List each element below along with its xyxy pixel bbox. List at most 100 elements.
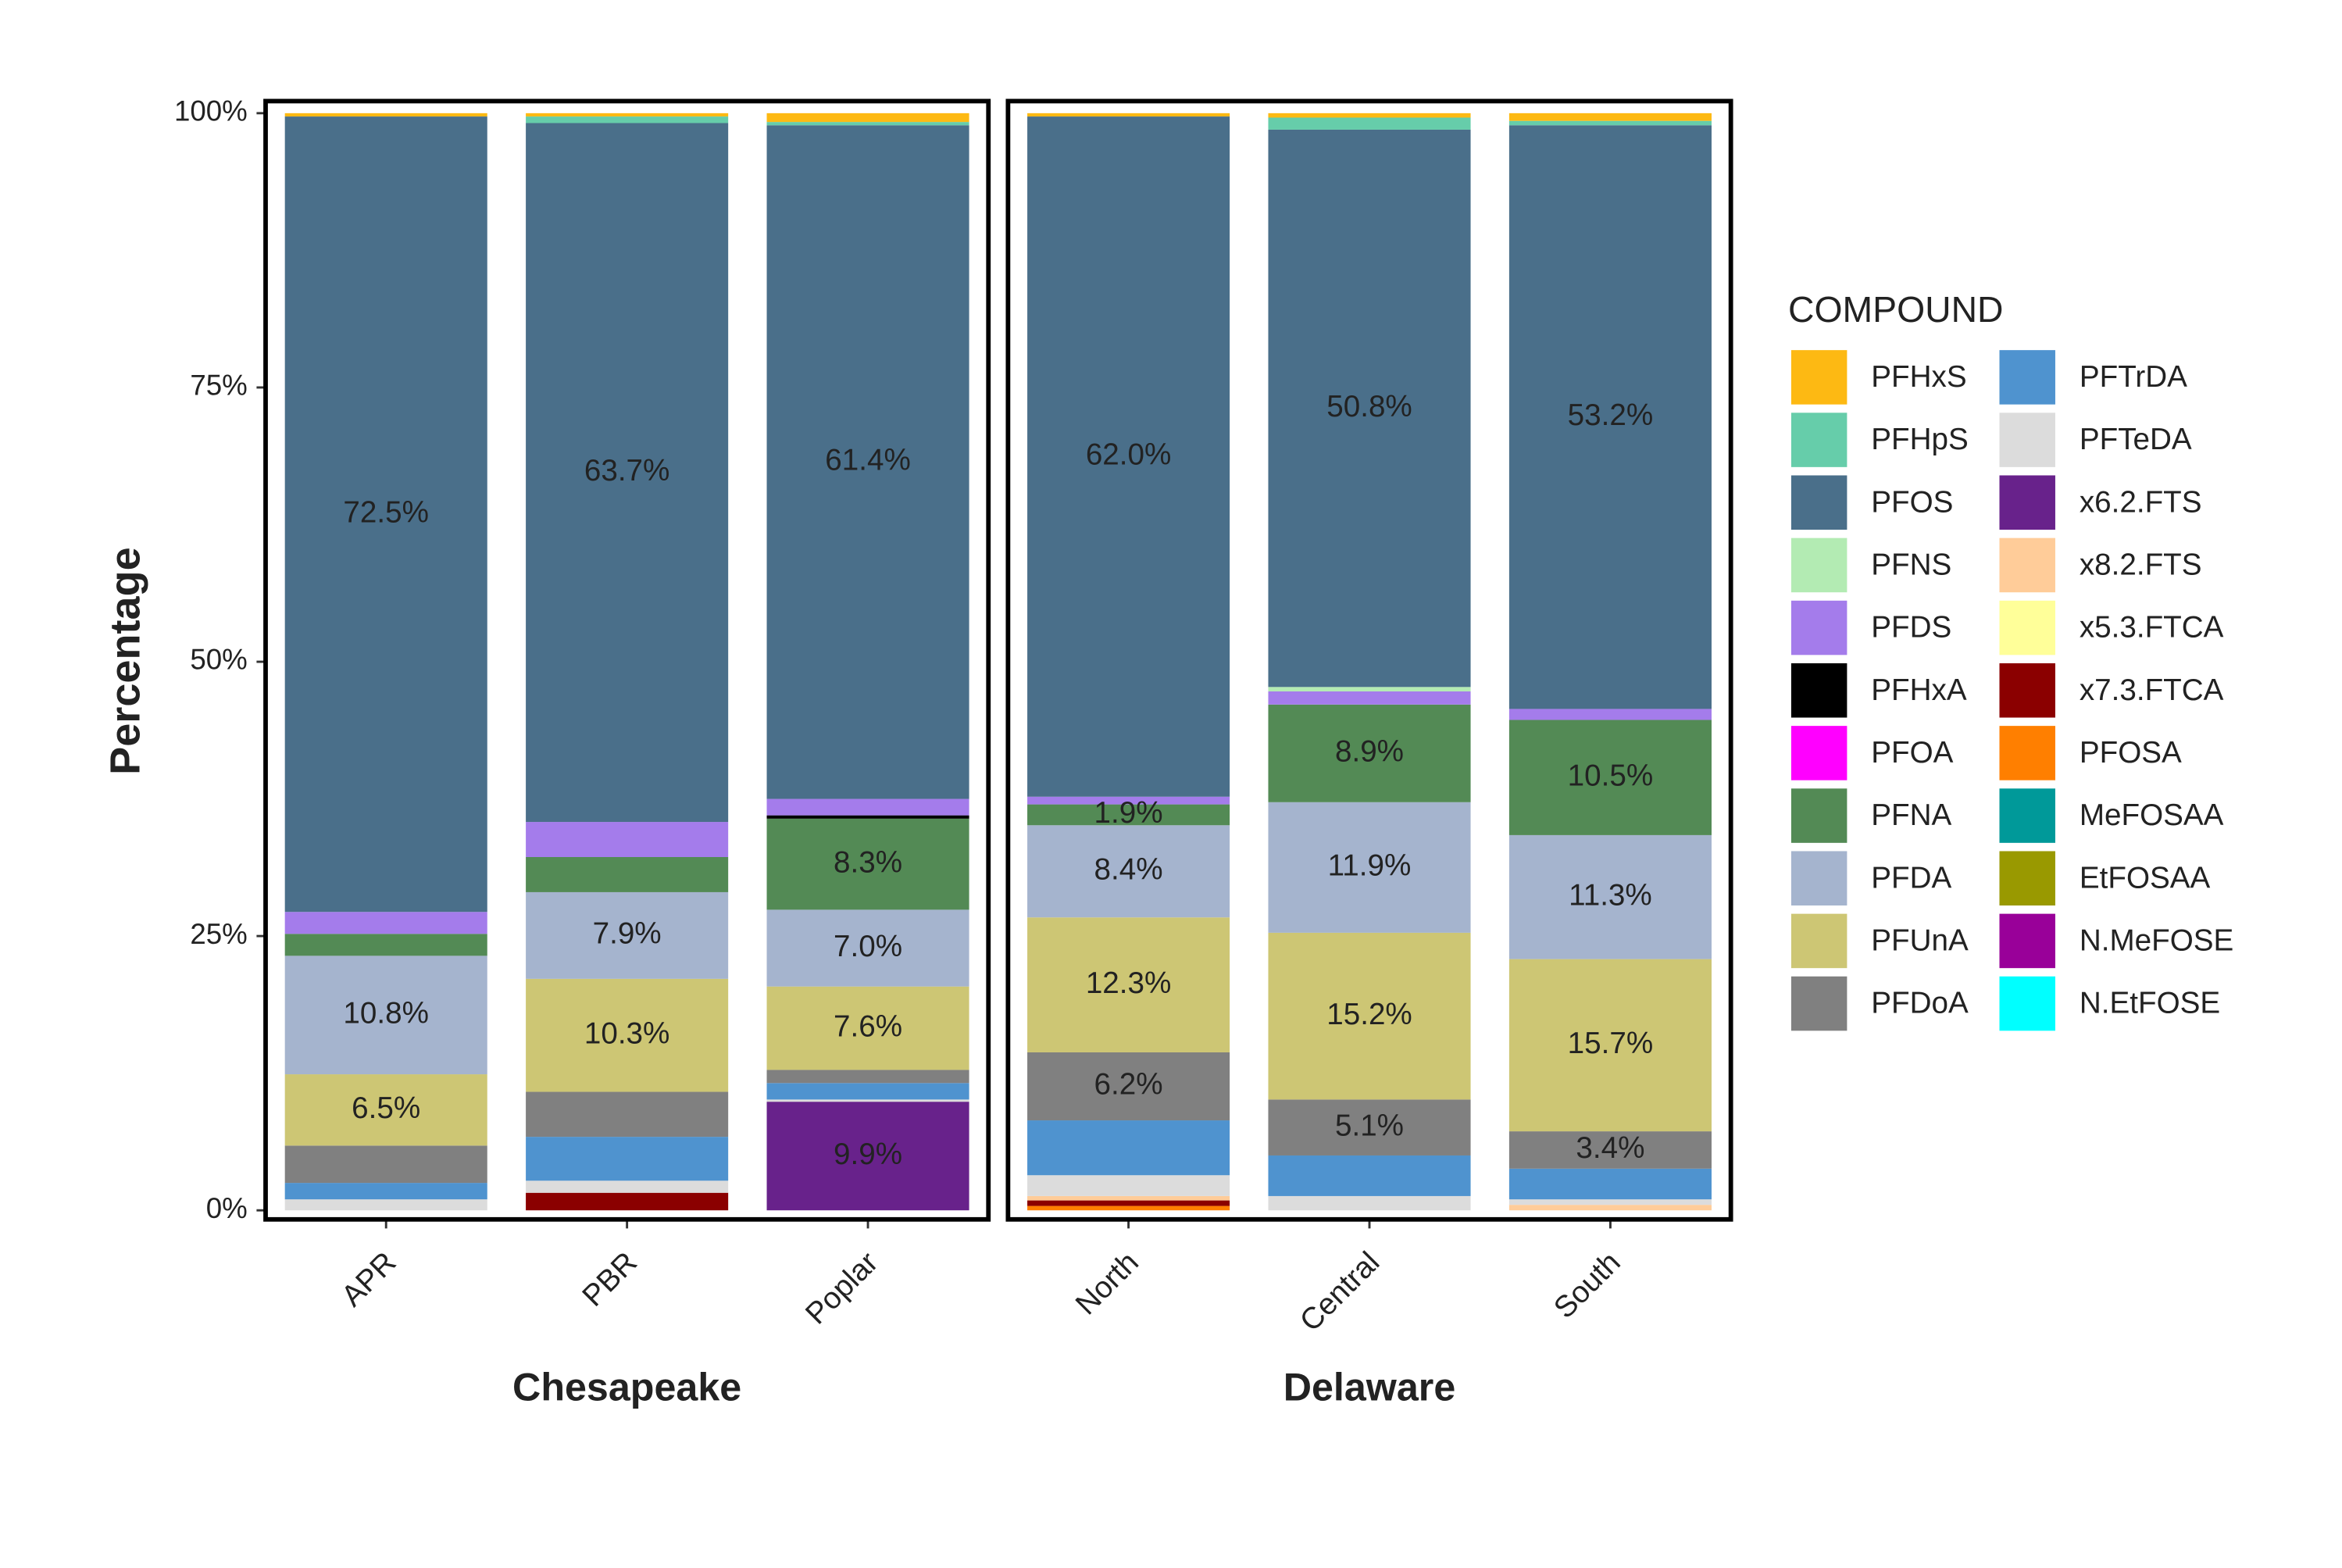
value-label: 1.9% xyxy=(1094,796,1163,830)
legend-label: N.EtFOSE xyxy=(2080,987,2220,1020)
value-label: 72.5% xyxy=(343,495,429,529)
legend-title: COMPOUND xyxy=(1788,289,2003,330)
legend-key xyxy=(1999,726,2055,780)
legend-label: x6.2.FTS xyxy=(2080,485,2202,519)
bar-segment xyxy=(526,1192,729,1211)
bar-segment xyxy=(1027,1052,1230,1121)
bar-segment xyxy=(1027,1120,1230,1176)
bar-segment xyxy=(1027,825,1230,918)
y-tick-label: 50% xyxy=(190,644,247,676)
bar-segment xyxy=(1027,116,1230,797)
bar-segment xyxy=(526,1137,729,1181)
bar-segment xyxy=(284,912,487,934)
value-label: 11.3% xyxy=(1569,878,1652,912)
y-tick-label: 0% xyxy=(206,1192,248,1224)
legend-key xyxy=(1790,600,1848,655)
y-axis-title: Percentage xyxy=(102,547,149,775)
bar-segment xyxy=(1027,796,1230,805)
legend-key xyxy=(1790,788,1848,843)
bar-segment xyxy=(526,891,729,979)
bar-segment xyxy=(766,798,969,816)
legend-label: x7.3.FTCA xyxy=(2080,673,2224,707)
bar-segment xyxy=(284,113,487,117)
legend-label: PFHpS xyxy=(1871,423,1969,456)
legend-label: PFDS xyxy=(1871,611,1951,645)
bar-segment xyxy=(284,116,487,913)
bar-segment xyxy=(284,1183,487,1200)
legend-label: PFDoA xyxy=(1871,987,1969,1020)
bar-segment xyxy=(1508,120,1712,126)
bar-segment xyxy=(1268,802,1471,933)
bar-segment xyxy=(766,986,969,1070)
bar-segment xyxy=(1508,709,1712,720)
legend-key xyxy=(1999,600,2055,655)
value-label: 11.9% xyxy=(1328,849,1412,883)
legend-label: MeFOSAA xyxy=(2080,798,2224,832)
bar-segment xyxy=(526,1091,729,1138)
value-label: 3.4% xyxy=(1576,1131,1644,1165)
legend-label: PFNS xyxy=(1871,548,1951,582)
legend-key xyxy=(1790,726,1848,780)
bar-segment xyxy=(526,123,729,823)
y-tick-label: 75% xyxy=(190,370,247,402)
legend-label: PFOS xyxy=(1871,485,1953,519)
bar-segment xyxy=(766,113,969,123)
legend-key xyxy=(1790,976,1848,1031)
value-label: 7.6% xyxy=(834,1009,902,1043)
bar-segment xyxy=(766,125,969,799)
legend-key xyxy=(1999,475,2055,530)
value-label: 15.7% xyxy=(1568,1027,1654,1060)
y-tick-label: 100% xyxy=(174,95,248,127)
value-label: 12.3% xyxy=(1086,966,1172,1000)
bar-segment xyxy=(284,1199,487,1211)
legend-key xyxy=(1999,851,2055,905)
bar-segment xyxy=(1268,691,1471,705)
value-label: 8.9% xyxy=(1335,734,1404,768)
bar-segment xyxy=(766,909,969,987)
bar-segment xyxy=(1268,704,1471,802)
legend-key xyxy=(1790,475,1848,530)
legend-key xyxy=(1999,976,2055,1031)
bar-segment xyxy=(284,934,487,956)
bar-segment xyxy=(526,857,729,892)
value-label: 7.9% xyxy=(593,917,662,951)
legend-label: PFOSA xyxy=(2080,736,2182,770)
value-label: 9.9% xyxy=(834,1138,902,1171)
bar-segment xyxy=(766,1099,969,1102)
legend-label: PFOA xyxy=(1871,736,1953,770)
legend-key xyxy=(1790,538,1848,593)
bar-segment xyxy=(1268,1155,1471,1196)
value-label: 61.4% xyxy=(825,444,911,477)
bar-segment xyxy=(526,113,729,117)
legend-label: EtFOSAA xyxy=(2080,861,2211,895)
bar-segment xyxy=(1268,1099,1471,1155)
bar-segment xyxy=(1027,113,1230,117)
legend-key xyxy=(1999,788,2055,843)
legend-label: x8.2.FTS xyxy=(2080,548,2202,582)
value-label: 10.5% xyxy=(1568,759,1654,792)
bar-segment xyxy=(1268,932,1471,1100)
bar-segment xyxy=(1268,129,1471,688)
value-label: 6.2% xyxy=(1094,1068,1163,1102)
bar-segment xyxy=(1027,1195,1230,1201)
legend-label: x5.3.FTCA xyxy=(2080,611,2224,645)
value-label: 6.5% xyxy=(352,1091,420,1125)
bar-segment xyxy=(284,1074,487,1146)
bar-segment xyxy=(766,818,969,910)
value-label: 63.7% xyxy=(584,454,670,488)
bar-segment xyxy=(284,955,487,1075)
bar-segment xyxy=(1508,1131,1712,1169)
bar-segment xyxy=(1268,117,1471,130)
bar-segment xyxy=(766,1070,969,1084)
legend-label: PFTeDA xyxy=(2080,423,2192,456)
bar-segment xyxy=(766,122,969,126)
bar-segment xyxy=(1268,687,1471,691)
value-label: 10.3% xyxy=(584,1016,670,1050)
legend-label: PFTrDA xyxy=(2080,360,2187,394)
legend-key xyxy=(1999,913,2055,969)
bar-segment xyxy=(1508,959,1712,1132)
legend-key xyxy=(1999,538,2055,593)
bar-segment xyxy=(1027,1175,1230,1196)
bar-segment xyxy=(1268,113,1471,118)
bar-segment xyxy=(1508,1205,1712,1211)
